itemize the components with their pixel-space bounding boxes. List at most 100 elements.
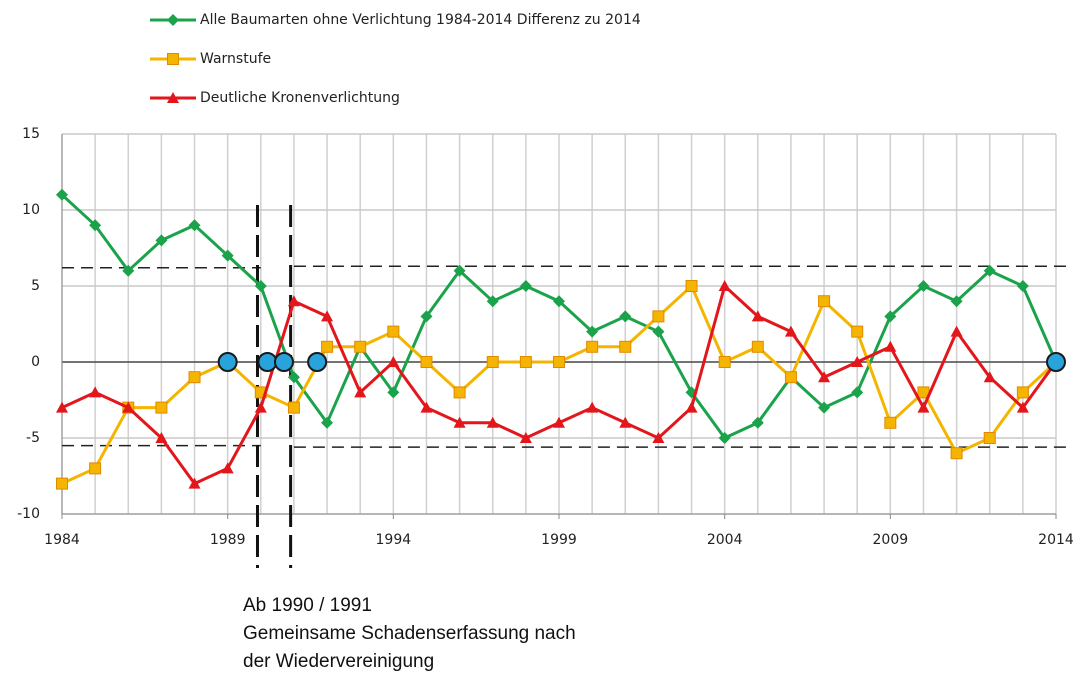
triangle-marker (56, 401, 68, 413)
triangle-marker (818, 371, 831, 383)
diamond-marker (884, 310, 897, 323)
diamond-marker (89, 219, 102, 232)
diamond-marker (586, 325, 599, 338)
triangle-marker (685, 401, 698, 413)
x-tick-label: 1999 (541, 532, 577, 548)
square-marker (321, 340, 334, 353)
square-marker (950, 447, 963, 460)
triangle-marker (652, 432, 665, 443)
triangle-marker (486, 416, 499, 428)
diamond-marker (851, 386, 864, 399)
diamond-marker (155, 234, 168, 247)
triangle-marker (619, 416, 632, 428)
square-marker (619, 340, 632, 353)
diamond-marker (287, 371, 300, 384)
highlight-point (1046, 352, 1066, 372)
square-marker (519, 356, 532, 368)
diamond-marker (983, 264, 996, 277)
triangle-marker (387, 356, 400, 367)
triangle-marker (155, 432, 168, 443)
square-marker (718, 356, 731, 368)
diamond-marker (254, 280, 267, 292)
triangle-marker (751, 310, 764, 322)
diamond-marker (519, 280, 532, 292)
x-tick-label: 1989 (210, 532, 246, 548)
square-marker (155, 401, 168, 414)
triangle-marker (453, 416, 466, 428)
diamond-marker (188, 219, 201, 232)
y-tick-label: 5 (31, 278, 40, 294)
square-marker (167, 53, 179, 65)
square-marker (486, 356, 499, 368)
square-marker (652, 310, 665, 323)
triangle-marker (1016, 401, 1029, 413)
diamond-marker (122, 264, 135, 277)
y-tick-label: 15 (22, 126, 40, 142)
highlight-point (257, 352, 278, 372)
square-marker (553, 356, 565, 368)
triangle-marker (718, 280, 731, 291)
diamond-marker (751, 416, 764, 429)
x-tick-label: 1984 (44, 532, 80, 548)
triangle-marker (89, 386, 102, 398)
square-marker (56, 477, 68, 490)
diamond-marker (718, 432, 731, 444)
diamond-marker (221, 249, 234, 262)
square-marker (188, 371, 201, 384)
square-marker (1016, 386, 1029, 399)
triangle-marker (254, 401, 267, 413)
triangle-marker (354, 386, 367, 398)
square-marker (387, 325, 400, 338)
highlight-point (217, 352, 238, 372)
square-marker (453, 386, 466, 399)
triangle-marker (122, 401, 135, 413)
x-tick-label: 2014 (1038, 532, 1074, 548)
diamond-marker (818, 401, 831, 414)
triangle-marker (983, 371, 996, 383)
annotation: Ab 1990 / 1991 (243, 595, 372, 616)
triangle-marker (950, 325, 963, 337)
diamond-marker (453, 264, 466, 277)
triangle-marker (420, 401, 433, 413)
triangle-marker (519, 432, 532, 443)
square-marker (685, 280, 698, 292)
diamond-marker (387, 386, 400, 399)
diamond-marker (917, 280, 930, 292)
legend-label: Warnstufe (200, 51, 271, 67)
triangle-marker (167, 92, 179, 103)
square-marker (983, 432, 996, 444)
highlight-point (307, 352, 328, 372)
y-tick-label: 10 (22, 202, 40, 218)
x-tick-label: 1994 (376, 532, 412, 548)
diamond-marker (420, 310, 433, 323)
legend-label: Alle Baumarten ohne Verlichtung 1984-201… (200, 12, 641, 28)
y-tick-label: -5 (26, 430, 40, 446)
diamond-marker (950, 295, 963, 308)
triangle-marker (884, 340, 897, 352)
diamond-marker (486, 295, 499, 308)
triangle-marker (586, 401, 599, 413)
square-marker (884, 416, 897, 429)
triangle-marker (553, 416, 565, 428)
square-marker (354, 340, 367, 353)
annotation: der Wiedervereinigung (243, 651, 434, 672)
square-marker (287, 401, 300, 414)
triangle-marker (188, 477, 201, 489)
triangle-marker (287, 295, 300, 307)
diamond-marker (619, 310, 632, 323)
y-tick-label: -10 (17, 506, 40, 522)
square-marker (818, 295, 831, 308)
highlight-point (273, 352, 294, 372)
triangle-marker (784, 325, 797, 337)
square-marker (89, 462, 102, 475)
diamond-marker (652, 325, 665, 338)
diamond-marker (56, 188, 68, 201)
diamond-marker (167, 14, 179, 26)
triangle-marker (221, 462, 234, 474)
triangle-marker (917, 401, 930, 413)
x-tick-label: 2004 (707, 532, 743, 548)
x-tick-label: 2009 (873, 532, 909, 548)
triangle-marker (321, 310, 334, 322)
